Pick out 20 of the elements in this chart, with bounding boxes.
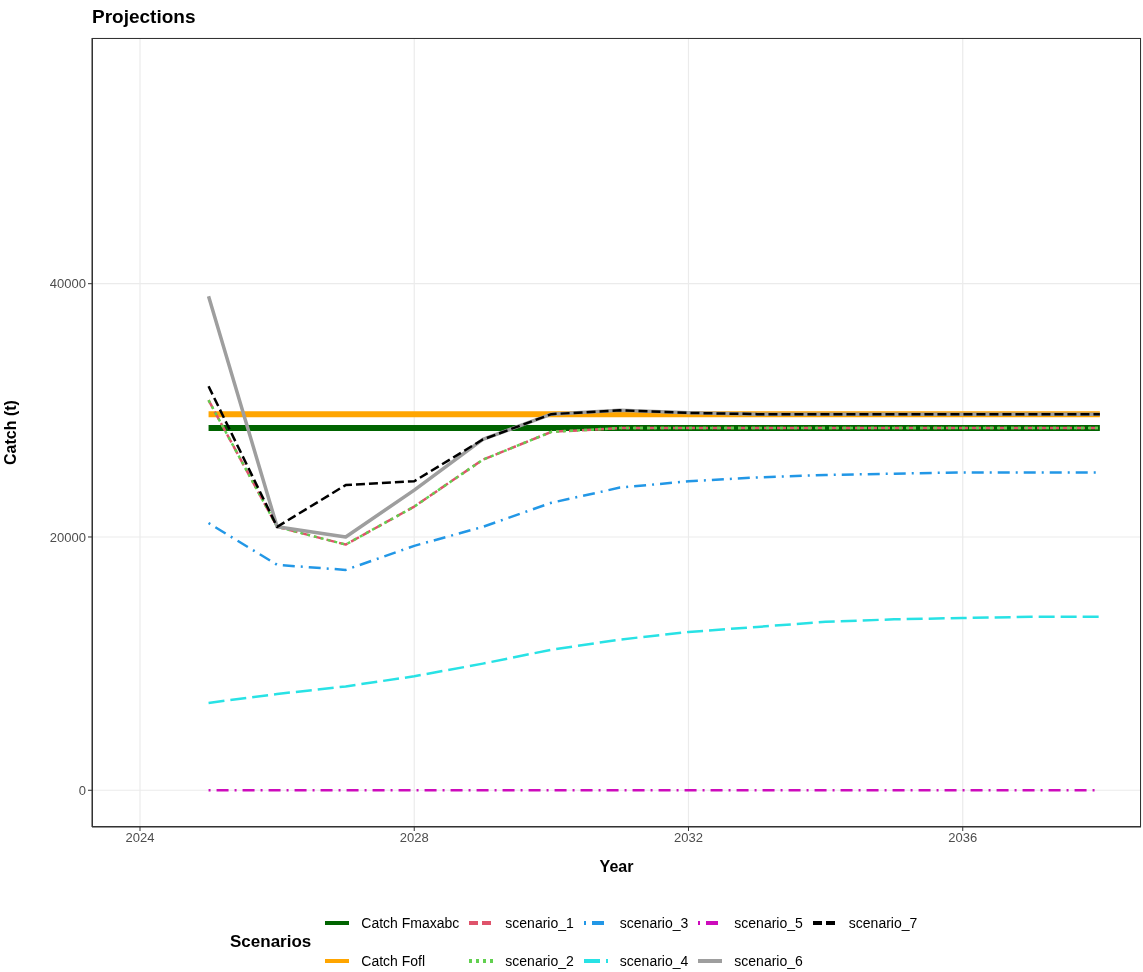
legend-label: scenario_2 [505,953,574,969]
x-tick-label: 2024 [125,830,155,846]
legend-label: scenario_1 [505,915,574,931]
y-axis-title: Catch (t) [1,400,19,465]
legend-label: scenario_6 [734,953,803,969]
legend-label: scenario_5 [734,915,803,931]
y-tick-label: 0 [78,782,86,798]
legend-label: Catch Fofl [361,953,426,969]
y-tick-label: 20000 [49,529,86,545]
x-tick-label: 2036 [948,830,978,846]
legend-label: scenario_4 [619,953,689,969]
legend-label: scenario_7 [848,915,918,931]
chart-title: Projections [92,6,196,28]
x-axis-title: Year [599,858,634,875]
legend-label: Catch Fmaxabc [361,915,460,931]
legend-title: Scenarios [230,932,312,952]
legend-label: scenario_3 [619,915,689,931]
y-tick-label: 40000 [49,276,86,292]
x-tick-label: 2028 [399,830,429,846]
x-tick-label: 2032 [674,830,703,846]
